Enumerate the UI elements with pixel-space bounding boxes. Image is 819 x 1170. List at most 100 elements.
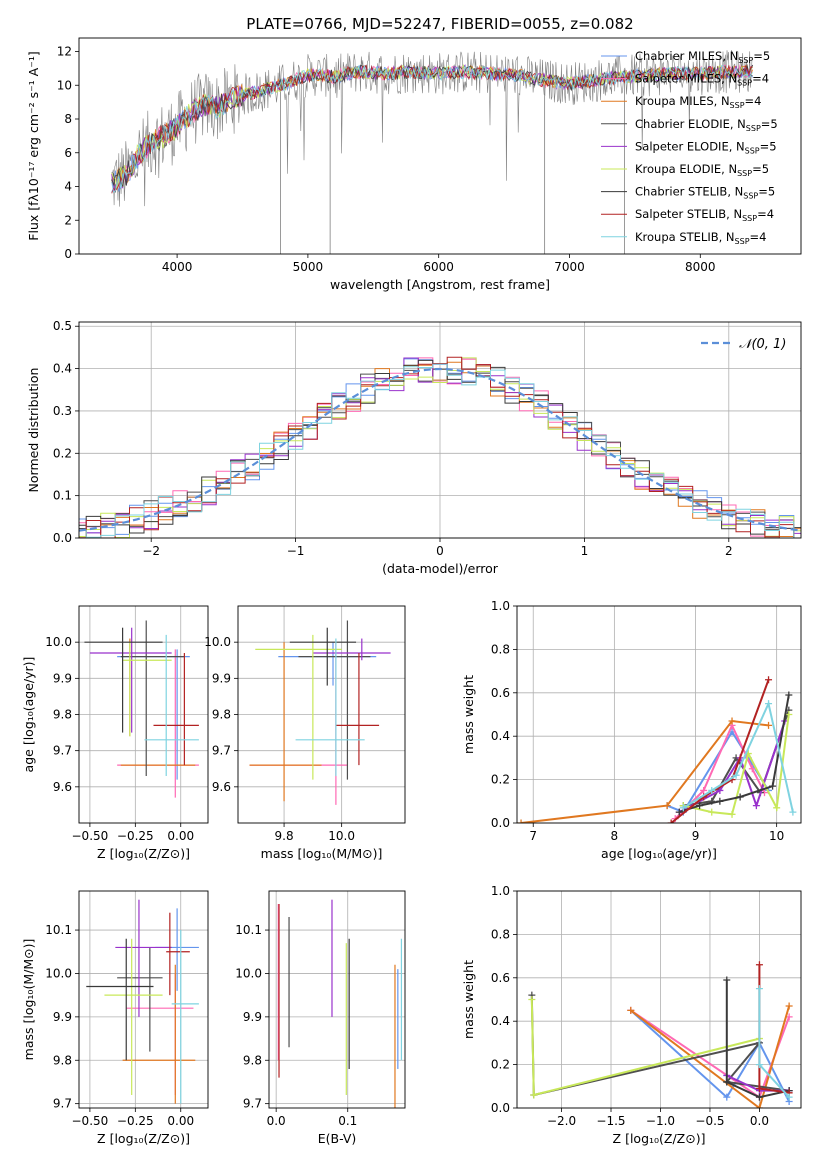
y-tick-label: 1.0 [491,599,510,613]
y-tick-label: 0.5 [53,319,72,333]
y-tick-label: 9.9 [53,1010,72,1024]
x-tick-label: 0.1 [338,1114,357,1128]
weight-point-marker [723,976,731,984]
y-tick-label: 9.9 [243,1010,262,1024]
y-tick-label: 0.0 [491,816,510,830]
weight-point-marker [755,985,763,993]
y-tick-label: 0.8 [491,642,510,656]
y-tick-label: 9.8 [53,708,72,722]
legend-entry: Chabrier MILES, NSSP=5 [635,49,770,65]
weight-series-line [678,694,790,814]
x-tick-label: 0 [436,544,444,558]
weight-point-marker [723,1093,731,1101]
weight-point-marker [528,996,536,1003]
x-tick-label: −0.5 [695,1114,724,1128]
x-axis-label: Z [log₁₀(Z/Z⊙)] [97,1131,190,1146]
legend-entry: Salpeter STELIB, NSSP=4 [635,207,774,223]
x-tick-label: −0.25 [117,829,154,843]
figure-title: PLATE=0766, MJD=52247, FIBERID=0055, z=0… [246,15,633,33]
y-axis-label: age [log₁₀(age/yr)] [21,657,36,773]
weight-point-marker [728,810,736,818]
x-axis-label: (data-model)/error [382,561,499,576]
y-tick-label: 6 [64,146,72,160]
weight-series-line [630,1005,791,1108]
x-tick-label: 8000 [685,260,716,274]
y-tick-label: 0.6 [491,686,510,700]
y-axis-label: Normed distribution [26,368,41,493]
axes-frame [78,890,209,1109]
y-tick-label: 10.1 [235,923,262,937]
weight-point-marker [716,797,724,805]
x-tick-label: 7 [529,829,537,843]
y-tick-label: 0.4 [53,362,72,376]
weight-series-line [683,714,790,816]
y-tick-label: 0 [64,247,72,261]
x-tick-label: 5000 [293,260,324,274]
weight-point-marker [789,808,797,816]
y-tick-label: 10.0 [45,635,72,649]
weight-point-marker [675,808,683,816]
weight-point-marker [765,700,773,708]
weight-point-marker [765,676,773,684]
x-tick-label: −2 [142,544,160,558]
axes-frame [78,605,209,824]
x-tick-label: 0.0 [750,1114,769,1128]
x-axis-label: Z [log₁₀(Z/Z⊙)] [613,1131,706,1146]
x-axis-label: E(B-V) [318,1131,357,1146]
x-tick-label: 0.00 [167,1114,194,1128]
y-tick-label: 9.9 [53,671,72,685]
weight-point-marker [723,1078,731,1086]
axes-frame [268,890,406,1109]
legend-entry: Salpeter ELODIE, NSSP=5 [635,139,777,155]
axes-frame [78,321,802,539]
y-tick-label: 0.8 [491,927,510,941]
y-tick-label: 8 [64,112,72,126]
weight-series-line [630,1009,790,1102]
x-tick-label: 7000 [554,260,585,274]
weight-point-marker [755,1104,763,1108]
y-tick-label: 10.0 [235,966,262,980]
y-tick-label: 9.7 [53,744,72,758]
weight-series-line [670,679,770,823]
y-tick-label: 0.0 [491,1101,510,1115]
y-axis-label: mass weight [461,675,476,754]
x-tick-label: 0.00 [167,829,194,843]
histogram-legend: 𝒩(0, 1) [701,337,786,352]
x-tick-label: 4000 [162,260,193,274]
axes-frame [516,605,802,824]
legend-entry: Salpeter MILES, NSSP=4 [635,72,769,88]
y-tick-label: 0.1 [53,489,72,503]
legend-entry: Chabrier ELODIE, NSSP=5 [635,117,778,133]
spectrum-axes: 4000 5000 6000 7000 8000 0 2 4 6 8 10 12 wavelength … [26,37,802,292]
weight-point-marker [708,786,716,794]
x-tick-label: −0.50 [72,1114,109,1128]
y-tick-label: 9.8 [212,708,231,722]
histogram-series-line [79,356,801,538]
x-tick-label: −1.0 [646,1114,675,1128]
weight-point-marker [773,804,781,812]
spectrum-legend: Chabrier MILES, NSSP=5 Salpeter MILES, NS… [601,49,778,246]
y-tick-label: 9.7 [243,1097,262,1111]
y-tick-label: 9.6 [212,780,231,794]
y-tick-label: 9.6 [53,780,72,794]
legend-entry: Kroupa ELODIE, NSSP=5 [635,162,769,178]
y-tick-label: 9.8 [243,1053,262,1067]
weight-point-marker [748,765,756,773]
weight-point-marker [627,1006,635,1014]
y-tick-label: 12 [57,45,72,59]
y-axis-label: mass weight [461,960,476,1039]
y-tick-label: 9.9 [212,671,231,685]
y-tick-label: 10.0 [204,635,231,649]
observed-spectrum-line [111,49,753,207]
weight-point-marker [517,819,525,823]
y-tick-label: 9.7 [53,1097,72,1111]
legend-entry: Kroupa MILES, NSSP=4 [635,94,761,110]
x-tick-label: 10 [769,829,784,843]
x-tick-label: −0.25 [117,1114,154,1128]
y-tick-label: 0.0 [53,531,72,545]
weight-point-marker [765,721,773,729]
weight-point-marker [755,1093,763,1101]
axes-frame [516,890,802,1109]
y-axis-label: mass [log₁₀(M/M⊙)] [21,939,36,1061]
